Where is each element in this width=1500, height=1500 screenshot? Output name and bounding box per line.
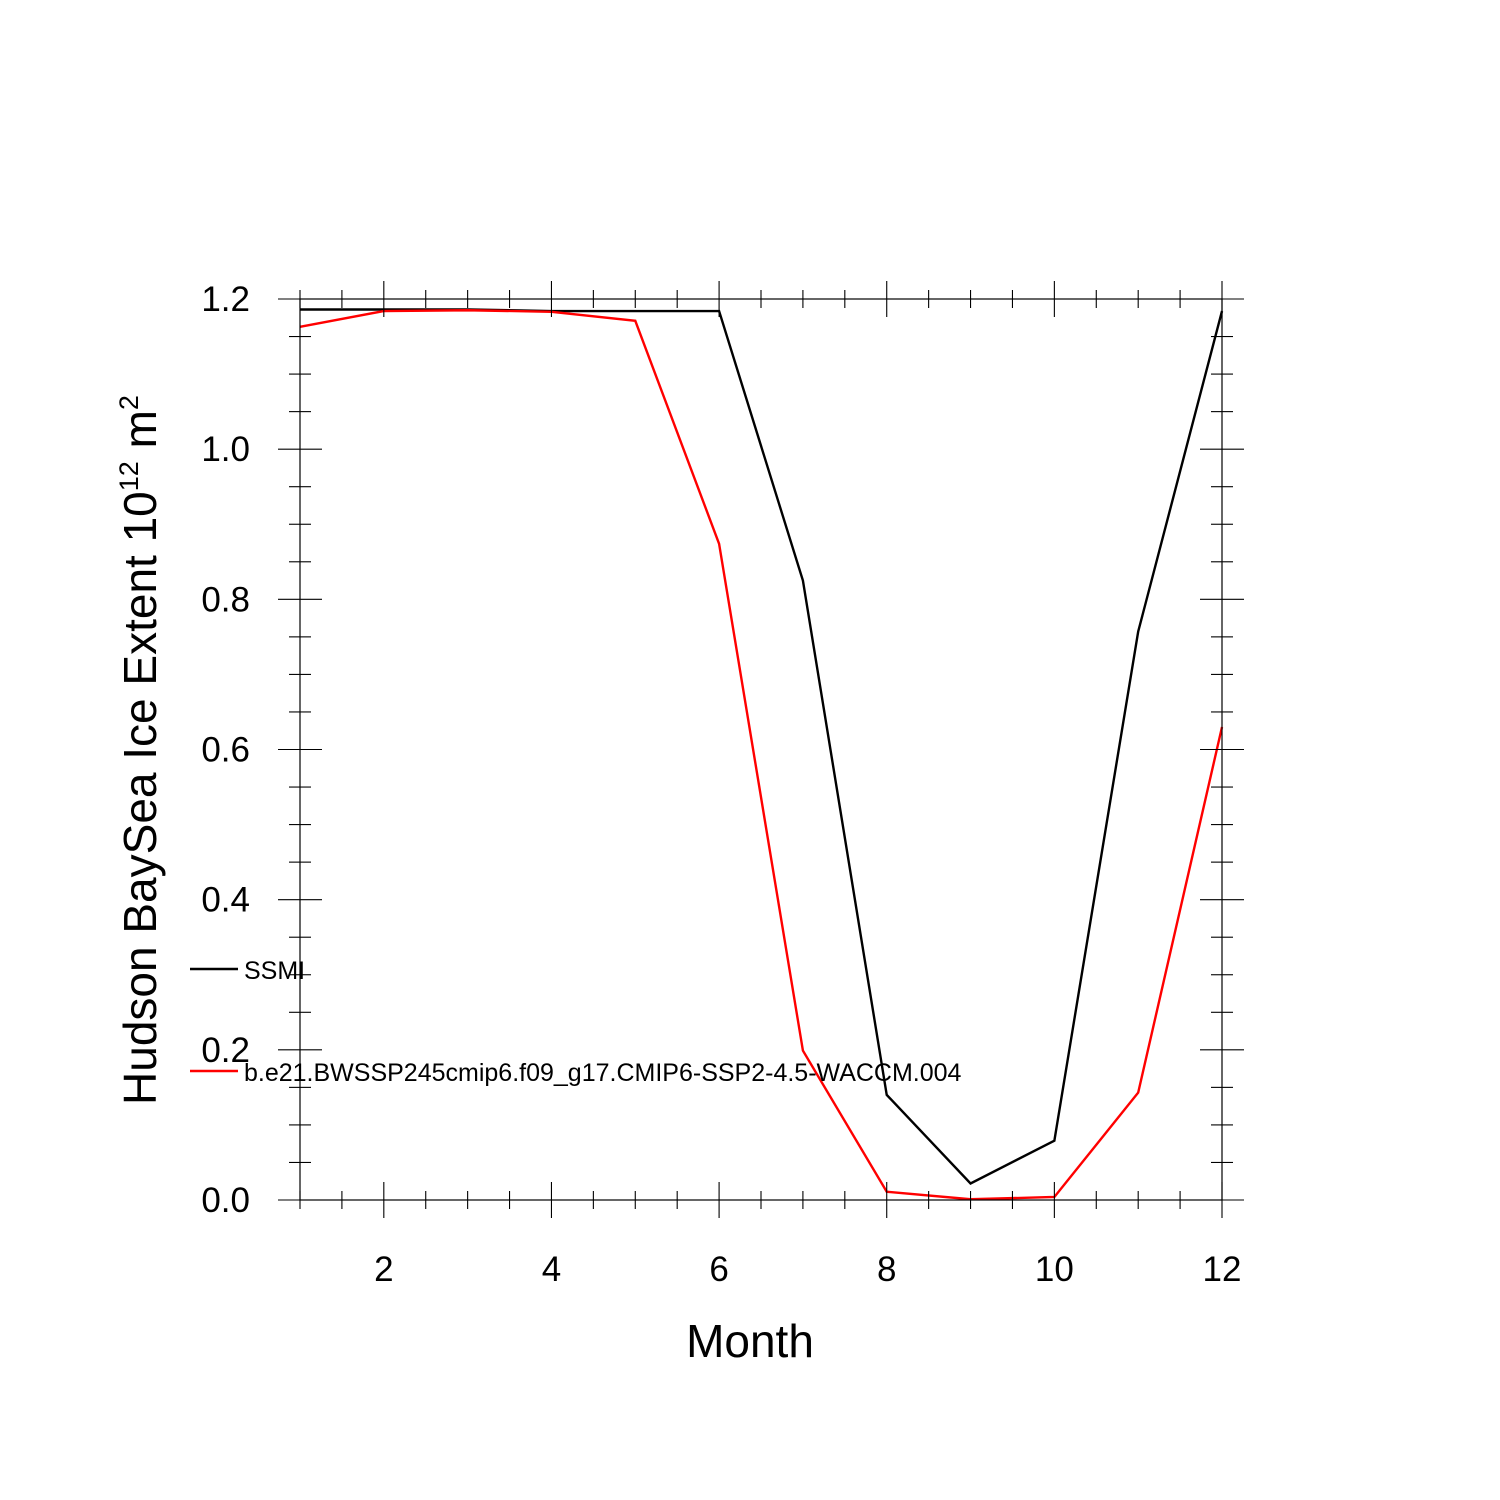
legend-label-1: SSMI	[244, 957, 305, 985]
x-axis-title: Month	[686, 1315, 814, 1367]
y-tick-label: 0.4	[201, 881, 250, 920]
tick-layer	[278, 281, 1244, 1218]
x-tick-label: 12	[1203, 1250, 1242, 1289]
x-tick-label: 10	[1035, 1250, 1074, 1289]
y-axis-title-main: Hudson BaySea Ice Extent 10	[114, 491, 166, 1105]
x-tick-label: 8	[877, 1250, 896, 1289]
x-tick-label: 6	[709, 1250, 728, 1289]
y-tick-label: 0.8	[201, 580, 250, 619]
y-tick-label: 1.2	[201, 280, 250, 319]
y-axis-title-unit: m	[114, 410, 166, 461]
series-layer	[299, 308, 1224, 1201]
tick-label-layer: 2 4 6 8 10 12 0.0 0.2 0.4 0.6 0.8 1.0 1.2	[201, 280, 1241, 1289]
legend-label-2: b.e21.BWSSP245cmip6.f09_g17.CMIP6-SSP2-4…	[244, 1059, 962, 1087]
y-tick-label: 0.2	[201, 1031, 250, 1070]
x-tick-label: 4	[542, 1250, 561, 1289]
y-axis-title-exponent: 12	[114, 461, 144, 491]
series-line-2	[299, 309, 1224, 1201]
y-tick-label: 1.0	[201, 430, 250, 469]
y-axis-title-unit-exponent: 2	[114, 395, 144, 410]
y-axis-title: Hudson BaySea Ice Extent 1012 m2	[114, 395, 166, 1105]
x-tick-label: 2	[374, 1250, 393, 1289]
legend: SSMI b.e21.BWSSP245cmip6.f09_g17.CMIP6-SS…	[190, 957, 962, 1087]
y-tick-label: 0.0	[201, 1181, 250, 1220]
y-tick-label: 0.6	[201, 731, 250, 770]
